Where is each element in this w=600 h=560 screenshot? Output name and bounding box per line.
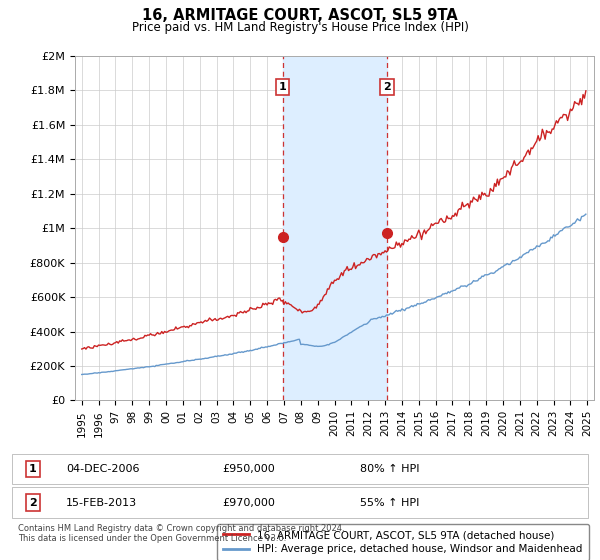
Text: 55% ↑ HPI: 55% ↑ HPI: [360, 498, 419, 507]
Text: 16, ARMITAGE COURT, ASCOT, SL5 9TA: 16, ARMITAGE COURT, ASCOT, SL5 9TA: [142, 8, 458, 24]
Legend: 16, ARMITAGE COURT, ASCOT, SL5 9TA (detached house), HPI: Average price, detache: 16, ARMITAGE COURT, ASCOT, SL5 9TA (deta…: [217, 524, 589, 560]
Text: 2: 2: [29, 498, 37, 507]
Text: 15-FEB-2013: 15-FEB-2013: [66, 498, 137, 507]
Text: Price paid vs. HM Land Registry's House Price Index (HPI): Price paid vs. HM Land Registry's House …: [131, 21, 469, 34]
Text: 04-DEC-2006: 04-DEC-2006: [66, 464, 139, 474]
Text: £950,000: £950,000: [222, 464, 275, 474]
Bar: [283, 56, 387, 400]
Text: 1: 1: [29, 464, 37, 474]
Text: £970,000: £970,000: [222, 498, 275, 507]
Text: 1: 1: [279, 82, 286, 92]
Text: 2: 2: [383, 82, 391, 92]
Text: Contains HM Land Registry data © Crown copyright and database right 2024.
This d: Contains HM Land Registry data © Crown c…: [18, 524, 344, 543]
Text: 80% ↑ HPI: 80% ↑ HPI: [360, 464, 419, 474]
